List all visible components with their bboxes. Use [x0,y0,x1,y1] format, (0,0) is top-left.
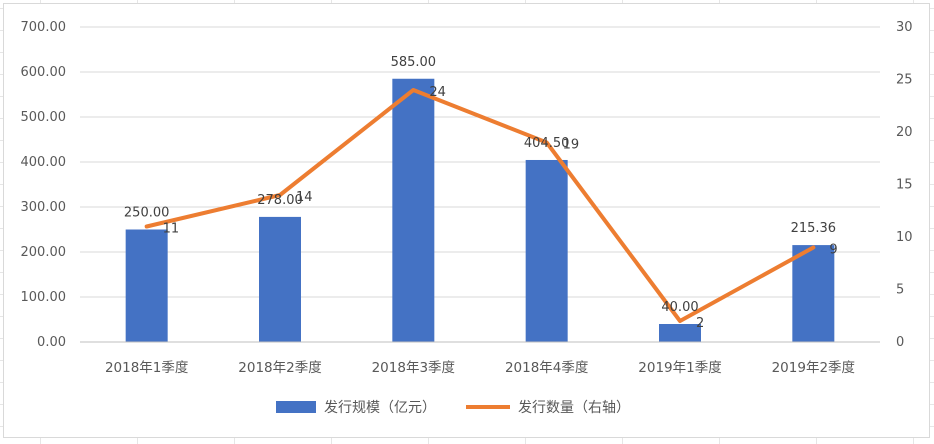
bar-data-label: 404.50 [524,136,570,151]
bar-data-label: 40.00 [661,300,698,315]
y-left-tick-label: 200.00 [21,245,67,260]
x-tick-label: 2018年4季度 [505,360,588,376]
y-right-tick-label: 5 [896,283,904,298]
bar [525,159,568,342]
y-right-tick-label: 20 [896,125,913,140]
legend-line-label: 发行数量（右轴） [518,400,630,416]
y-left-tick-label: 600.00 [21,65,67,80]
y-right-tick-label: 15 [896,178,913,193]
x-tick-label: 2018年1季度 [105,360,188,376]
y-left-tick-label: 700.00 [21,20,67,35]
x-tick-label: 2019年2季度 [772,360,855,376]
y-right-tick-label: 0 [896,335,904,350]
y-left-tick-label: 100.00 [21,290,67,305]
bar [659,324,701,342]
line-data-label: 19 [563,138,580,153]
y-right-tick-label: 25 [896,73,913,88]
y-right-tick-label: 10 [896,230,913,245]
x-tick-label: 2018年2季度 [238,360,321,376]
bar-data-label: 278.00 [257,193,303,208]
line-data-label: 14 [296,190,313,205]
bar [392,78,435,342]
x-tick-label: 2018年3季度 [372,360,455,376]
y-left-tick-label: 400.00 [21,155,67,170]
chart-area[interactable] [3,3,930,438]
y-left-tick-label: 500.00 [21,110,67,125]
line-data-label: 2 [696,316,704,331]
line-series [144,88,816,323]
bar-data-label: 250.00 [124,206,170,221]
bar [792,245,835,342]
bar [125,229,168,342]
y-left-tick-label: 300.00 [21,200,67,215]
y-right-tick-label: 30 [896,20,913,35]
bar-data-label: 215.36 [791,221,837,236]
line-data-label: 11 [163,222,180,237]
line-data-label: 24 [429,85,446,100]
bar [259,216,301,342]
legend-bar-label: 发行规模（亿元） [324,400,436,416]
line-data-label: 9 [829,243,837,258]
y-left-tick-label: 0.00 [37,335,66,350]
bar-data-label: 585.00 [391,55,437,70]
x-tick-label: 2019年1季度 [638,360,721,376]
legend-bar-swatch [276,401,316,413]
